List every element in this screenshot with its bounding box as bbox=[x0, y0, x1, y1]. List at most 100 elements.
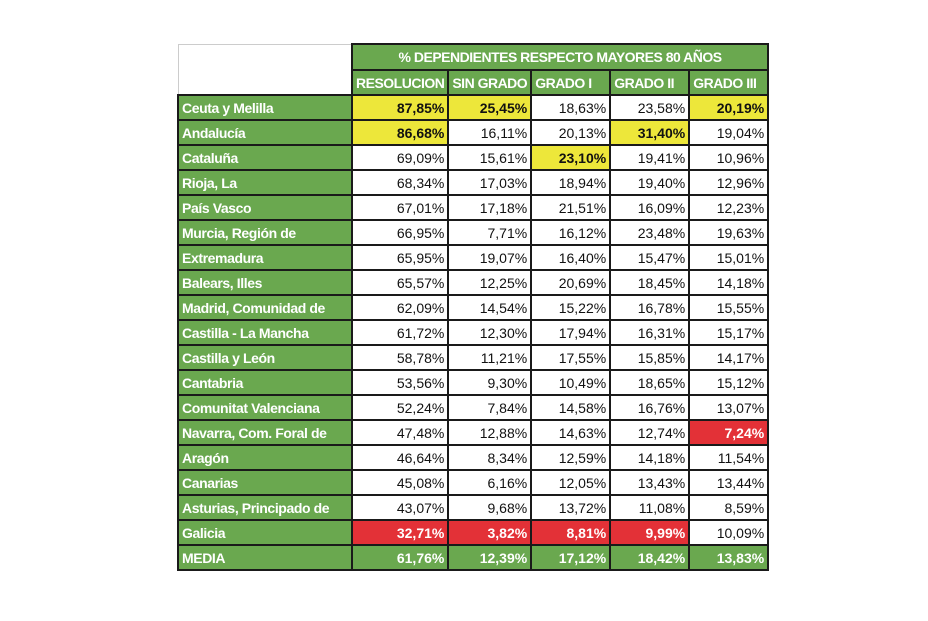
value-cell: 9,30% bbox=[447, 369, 533, 396]
value-cell: 12,96% bbox=[688, 169, 770, 196]
value-cell: 13,07% bbox=[688, 394, 770, 421]
value-cell: 20,19% bbox=[688, 94, 770, 121]
value-cell: 19,41% bbox=[609, 144, 691, 171]
table-row: Cataluña 69,09% 15,61% 23,10% 19,41% 10,96% bbox=[177, 144, 770, 171]
value-cell: 14,17% bbox=[688, 344, 770, 371]
value-cell: 18,94% bbox=[530, 169, 612, 196]
value-cell: 16,78% bbox=[609, 294, 691, 321]
value-cell: 19,40% bbox=[609, 169, 691, 196]
table-row: Andalucía 86,68% 16,11% 20,13% 31,40% 19,04% bbox=[177, 119, 770, 146]
value-cell: 20,69% bbox=[530, 269, 612, 296]
value-cell: 19,63% bbox=[688, 219, 770, 246]
region-label: Ceuta y Melilla bbox=[177, 94, 353, 121]
value-cell: 21,51% bbox=[530, 194, 612, 221]
value-cell: 69,09% bbox=[350, 144, 450, 171]
value-cell: 16,31% bbox=[609, 319, 691, 346]
region-label: Aragón bbox=[177, 444, 353, 471]
value-cell: 25,45% bbox=[447, 94, 533, 121]
value-cell: 12,30% bbox=[447, 319, 533, 346]
region-label: Galicia bbox=[177, 519, 353, 546]
value-cell: 61,76% bbox=[350, 544, 450, 571]
region-label: Canarias bbox=[177, 469, 353, 496]
region-label: Castilla y León bbox=[177, 344, 353, 371]
value-cell: 15,61% bbox=[447, 144, 533, 171]
value-cell: 10,49% bbox=[530, 369, 612, 396]
value-cell: 12,88% bbox=[447, 419, 533, 446]
value-cell: 7,84% bbox=[447, 394, 533, 421]
region-label: País Vasco bbox=[177, 194, 353, 221]
column-header: GRADO I bbox=[530, 69, 612, 96]
value-cell: 3,82% bbox=[447, 519, 533, 546]
value-cell: 32,71% bbox=[350, 519, 450, 546]
value-cell: 15,22% bbox=[530, 294, 612, 321]
value-cell: 9,68% bbox=[447, 494, 533, 521]
value-cell: 14,18% bbox=[688, 269, 770, 296]
value-cell: 13,43% bbox=[609, 469, 691, 496]
table-body: Ceuta y Melilla 87,85% 25,45% 18,63% 23,58% 2… bbox=[177, 94, 770, 571]
value-cell: 12,05% bbox=[530, 469, 612, 496]
value-cell: 67,01% bbox=[350, 194, 450, 221]
value-cell: 14,63% bbox=[530, 419, 612, 446]
region-label: Madrid, Comunidad de bbox=[177, 294, 353, 321]
value-cell: 7,71% bbox=[447, 219, 533, 246]
value-cell: 20,13% bbox=[530, 119, 612, 146]
value-cell: 7,24% bbox=[688, 419, 770, 446]
value-cell: 31,40% bbox=[609, 119, 691, 146]
value-cell: 15,17% bbox=[688, 319, 770, 346]
value-cell: 15,12% bbox=[688, 369, 770, 396]
value-cell: 43,07% bbox=[350, 494, 450, 521]
value-cell: 16,40% bbox=[530, 244, 612, 271]
value-cell: 87,85% bbox=[350, 94, 450, 121]
region-label: Cantabria bbox=[177, 369, 353, 396]
value-cell: 11,08% bbox=[609, 494, 691, 521]
value-cell: 13,44% bbox=[688, 469, 770, 496]
value-cell: 62,09% bbox=[350, 294, 450, 321]
region-label: Comunitat Valenciana bbox=[177, 394, 353, 421]
value-cell: 61,72% bbox=[350, 319, 450, 346]
blank-corner-cell bbox=[177, 43, 353, 96]
value-cell: 8,81% bbox=[530, 519, 612, 546]
value-cell: 16,12% bbox=[530, 219, 612, 246]
value-cell: 12,74% bbox=[609, 419, 691, 446]
value-cell: 14,58% bbox=[530, 394, 612, 421]
table-row: Castilla y León 58,78% 11,21% 17,55% 15,85% 1… bbox=[177, 344, 770, 371]
value-cell: 17,55% bbox=[530, 344, 612, 371]
value-cell: 6,16% bbox=[447, 469, 533, 496]
value-cell: 17,03% bbox=[447, 169, 533, 196]
region-label: Rioja, La bbox=[177, 169, 353, 196]
value-cell: 46,64% bbox=[350, 444, 450, 471]
value-cell: 68,34% bbox=[350, 169, 450, 196]
value-cell: 13,72% bbox=[530, 494, 612, 521]
value-cell: 16,76% bbox=[609, 394, 691, 421]
value-cell: 23,10% bbox=[530, 144, 612, 171]
value-cell: 19,07% bbox=[447, 244, 533, 271]
value-cell: 12,23% bbox=[688, 194, 770, 221]
value-cell: 23,58% bbox=[609, 94, 691, 121]
value-cell: 18,65% bbox=[609, 369, 691, 396]
title-row: % DEPENDIENTES RESPECTO MAYORES 80 AÑOS bbox=[177, 43, 770, 96]
value-cell: 23,48% bbox=[609, 219, 691, 246]
column-header: GRADO II bbox=[609, 69, 691, 96]
value-cell: 15,01% bbox=[688, 244, 770, 271]
table-row: Comunitat Valenciana 52,24% 7,84% 14,58% 16,… bbox=[177, 394, 770, 421]
region-label: Extremadura bbox=[177, 244, 353, 271]
value-cell: 14,18% bbox=[609, 444, 691, 471]
table-row: Canarias 45,08% 6,16% 12,05% 13,43% 13,44% bbox=[177, 469, 770, 496]
table-row: País Vasco 67,01% 17,18% 21,51% 16,09% 12,23% bbox=[177, 194, 770, 221]
table-row: Madrid, Comunidad de 62,09% 14,54% 15,22% 16… bbox=[177, 294, 770, 321]
region-label: Castilla - La Mancha bbox=[177, 319, 353, 346]
value-cell: 15,85% bbox=[609, 344, 691, 371]
table-row: Extremadura 65,95% 19,07% 16,40% 15,47% 15,01… bbox=[177, 244, 770, 271]
column-header: GRADO III bbox=[688, 69, 770, 96]
value-cell: 12,25% bbox=[447, 269, 533, 296]
value-cell: 18,63% bbox=[530, 94, 612, 121]
value-cell: 19,04% bbox=[688, 119, 770, 146]
region-label: Murcia, Región de bbox=[177, 219, 353, 246]
region-label: Balears, Illes bbox=[177, 269, 353, 296]
table-row: Galicia 32,71% 3,82% 8,81% 9,99% 10,09% bbox=[177, 519, 770, 546]
value-cell: 12,59% bbox=[530, 444, 612, 471]
value-cell: 15,47% bbox=[609, 244, 691, 271]
column-header-row: RESOLUCION SIN GRADO GRADO I GRADO II GRADO … bbox=[178, 69, 770, 96]
value-cell: 14,54% bbox=[447, 294, 533, 321]
value-cell: 15,55% bbox=[688, 294, 770, 321]
